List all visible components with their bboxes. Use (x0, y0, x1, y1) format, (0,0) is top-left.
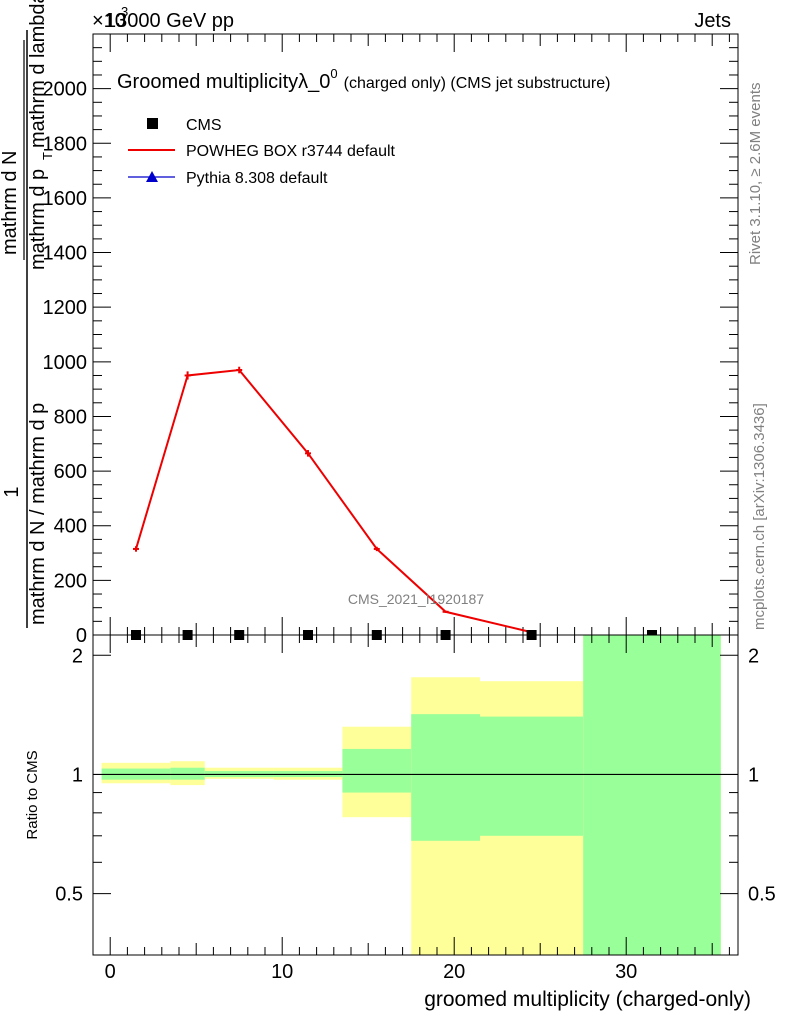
legend-cms-label: CMS (186, 117, 222, 134)
ylabel-right-num: mathrm d N (0, 151, 21, 255)
x-tick-labels: 0 10 20 30 (105, 961, 638, 983)
ylabel-right-den: mathrm d p (27, 169, 49, 270)
rivet-label: Rivet 3.1.10, ≥ 2.6M events (747, 83, 764, 266)
y-tick-label: 600 (54, 461, 87, 483)
ratio-tick-label: 0.5 (55, 884, 83, 906)
legend: CMS POWHEG BOX r3744 default Pythia 8.30… (128, 117, 396, 187)
x-tick-label: 20 (443, 961, 465, 983)
y-tick-label: 1400 (43, 243, 88, 265)
stat-band (480, 716, 584, 836)
y-tick-label: 0 (76, 625, 87, 647)
scale-label: ×10 (92, 10, 126, 32)
y-tick-label: 1000 (43, 352, 88, 374)
y-tick-label: 2000 (43, 79, 88, 101)
chart-title: Groomed multiplicityλ_00(charged only) (… (117, 66, 610, 93)
top-panel-ticks: 0 200 400 600 800 1000 1200 1400 1600 1800 2000 (43, 34, 738, 647)
legend-powheg-label: POWHEG BOX r3744 default (186, 143, 396, 160)
legend-cms-marker (147, 118, 158, 129)
y-tick-label: 800 (54, 406, 87, 428)
legend-pythia-marker (146, 171, 158, 182)
x-tick-label: 0 (105, 961, 116, 983)
ylabel-denominator: mathrm d N / mathrm d p (27, 403, 49, 625)
x-tick-label: 10 (271, 961, 293, 983)
stat-band (583, 635, 721, 955)
ylabel-numerator: 1 (1, 486, 23, 497)
y-tick-label: 200 (54, 570, 87, 592)
process-label: Jets (694, 10, 731, 32)
ratio-tick-label: 1 (72, 764, 83, 786)
y-tick-label: 1600 (43, 188, 88, 210)
ratio-tick-label-right: 1 (748, 764, 759, 786)
ratio-ylabel: Ratio to CMS (24, 750, 41, 839)
scale-exponent: 3 (121, 4, 128, 19)
x-axis-label: groomed multiplicity (charged-only) (424, 988, 751, 1011)
ratio-tick-label-right: 0.5 (748, 884, 776, 906)
y-tick-label: 1200 (43, 297, 88, 319)
mcplots-label: mcplots.cern.ch [arXiv:1306.3436] (751, 403, 768, 630)
y-tick-label: 1800 (43, 133, 88, 155)
x-tick-label: 30 (615, 961, 637, 983)
y-axis-title: 1 mathrm d N / mathrm d p mathrm d N mat… (0, 0, 55, 628)
stat-band (411, 714, 480, 841)
legend-pythia-label: Pythia 8.308 default (186, 170, 328, 187)
ratio-tick-label-right: 2 (748, 645, 759, 667)
analysis-watermark: CMS_2021_I1920187 (348, 591, 484, 607)
energy-label: 13000 GeV pp (105, 10, 234, 32)
ratio-tick-label: 2 (72, 645, 83, 667)
ratio-bands (93, 635, 738, 955)
ylabel-right-den2: mathrm d lambda (27, 0, 49, 148)
stat-band (170, 767, 205, 780)
stat-band (342, 748, 412, 793)
ratio-panel-ticks: 0.5 0.5 1 1 2 2 (55, 635, 776, 955)
ratio-panel-frame (92, 634, 739, 956)
ylabel-right-den-sub: T (40, 152, 55, 160)
y-tick-label: 400 (54, 516, 87, 538)
